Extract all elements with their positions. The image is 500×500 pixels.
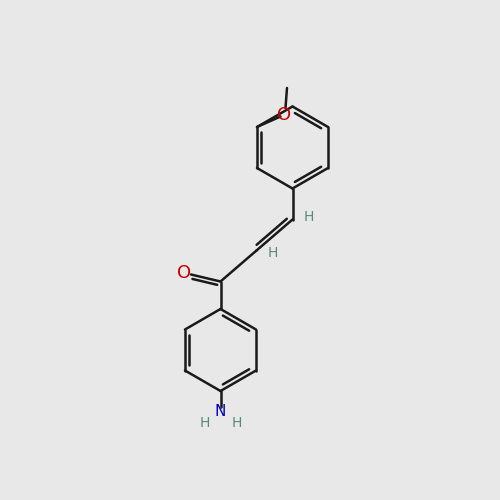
- Text: H: H: [304, 210, 314, 224]
- Text: H: H: [268, 246, 278, 260]
- Text: O: O: [278, 106, 291, 124]
- Text: H: H: [200, 416, 209, 430]
- Text: H: H: [232, 416, 241, 430]
- Text: O: O: [178, 264, 192, 281]
- Text: N: N: [215, 404, 226, 419]
